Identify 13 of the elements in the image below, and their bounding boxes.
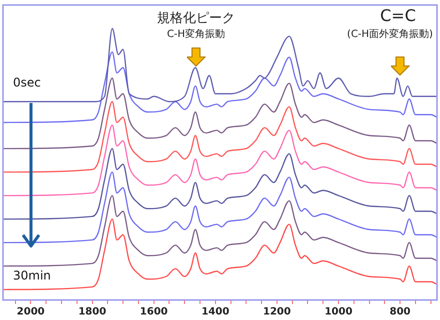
x-tick-label: 1600 (140, 306, 168, 318)
series-label: 0sec (13, 76, 41, 90)
x-tick-label: 1000 (324, 306, 352, 318)
annotation: C-H変角振動 (166, 29, 226, 40)
x-tick-label: 1800 (78, 306, 106, 318)
x-tick-label: 2000 (16, 306, 45, 318)
annotation: (C-H面外変角振動) (347, 29, 433, 40)
x-tick-label: 800 (390, 306, 411, 318)
text: C=C (380, 6, 416, 25)
x-tick-label: 1400 (201, 306, 230, 318)
text: 規格化ピーク (157, 11, 235, 26)
x-tick-label: 1200 (263, 306, 291, 318)
series-label: 30min (13, 268, 51, 283)
